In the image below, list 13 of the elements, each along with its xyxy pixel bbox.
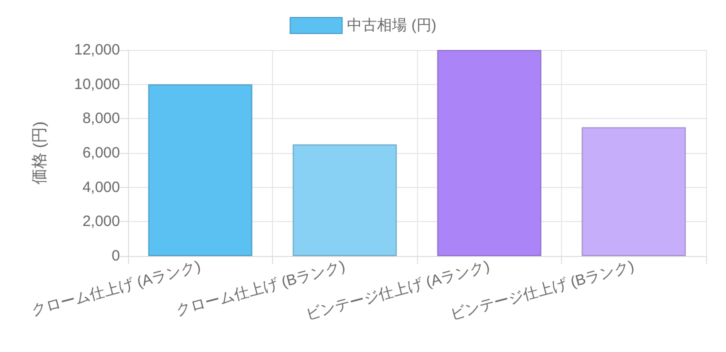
legend-label: 中古相場 (円) (347, 17, 436, 34)
bar (582, 127, 686, 256)
y-tick-label: 4,000 (82, 178, 120, 196)
y-axis-title: 価格 (円) (32, 121, 48, 185)
bar (148, 84, 252, 256)
y-tick-label: 0 (112, 248, 120, 264)
y-tick-label: 2,000 (82, 213, 120, 230)
bar (292, 144, 397, 256)
y-tick-label: 8,000 (82, 110, 120, 128)
y-tick-label: 12,000 (74, 42, 120, 58)
y-tick-label: 6,000 (82, 144, 120, 162)
y-tick-label: 10,000 (74, 76, 120, 93)
bar (437, 50, 542, 256)
